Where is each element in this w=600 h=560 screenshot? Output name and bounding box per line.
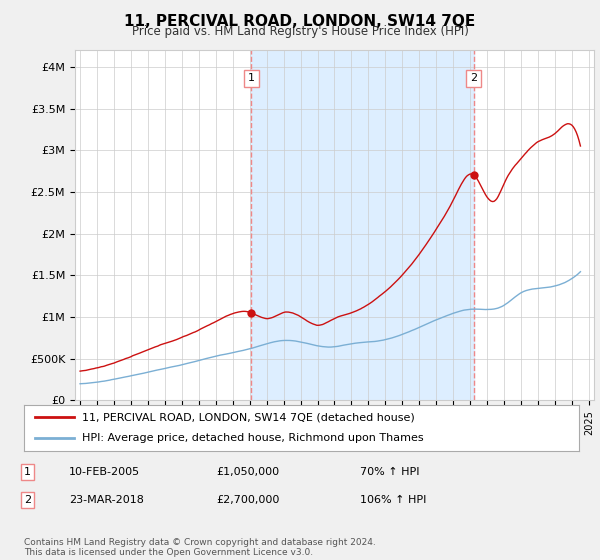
Bar <box>251 50 474 400</box>
Text: 1: 1 <box>248 73 255 83</box>
Text: 11, PERCIVAL ROAD, LONDON, SW14 7QE (detached house): 11, PERCIVAL ROAD, LONDON, SW14 7QE (det… <box>82 412 415 422</box>
Text: Contains HM Land Registry data © Crown copyright and database right 2024.
This d: Contains HM Land Registry data © Crown c… <box>24 538 376 557</box>
Text: 2: 2 <box>470 73 478 83</box>
Text: HPI: Average price, detached house, Richmond upon Thames: HPI: Average price, detached house, Rich… <box>82 433 424 444</box>
Text: £1,050,000: £1,050,000 <box>216 467 279 477</box>
Text: 2: 2 <box>24 495 31 505</box>
Text: 70% ↑ HPI: 70% ↑ HPI <box>360 467 419 477</box>
Text: Price paid vs. HM Land Registry's House Price Index (HPI): Price paid vs. HM Land Registry's House … <box>131 25 469 38</box>
Text: 1: 1 <box>24 467 31 477</box>
Text: 10-FEB-2005: 10-FEB-2005 <box>69 467 140 477</box>
Text: 23-MAR-2018: 23-MAR-2018 <box>69 495 144 505</box>
Text: 11, PERCIVAL ROAD, LONDON, SW14 7QE: 11, PERCIVAL ROAD, LONDON, SW14 7QE <box>124 14 476 29</box>
Text: £2,700,000: £2,700,000 <box>216 495 280 505</box>
Text: 106% ↑ HPI: 106% ↑ HPI <box>360 495 427 505</box>
